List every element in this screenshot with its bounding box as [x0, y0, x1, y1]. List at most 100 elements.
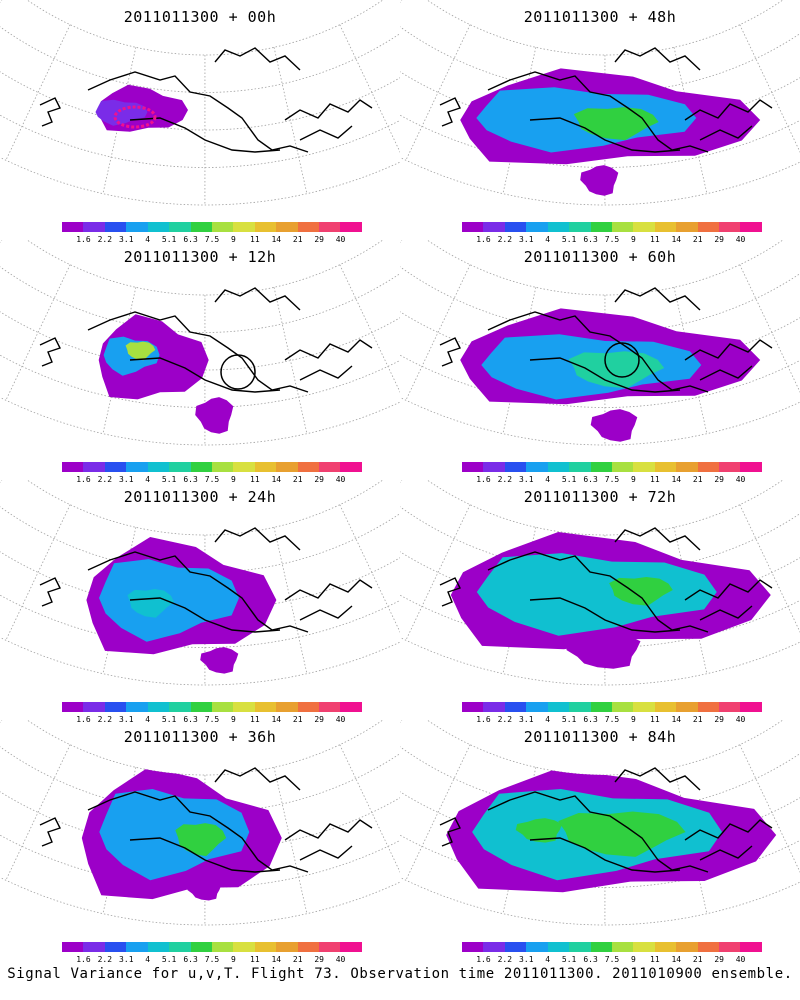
- map-panel: 2011011300 + 12h 1.6 2.2 3.1 4 5.1 6.3 7.5 9 11 14…: [0, 240, 400, 485]
- colorbar-tick-label: 7.5: [204, 235, 220, 244]
- colorbar-tick-label: 1.6: [76, 955, 91, 964]
- colorbar-swatch: [526, 462, 548, 472]
- variance-map: [0, 720, 400, 926]
- variance-contour: [476, 553, 717, 636]
- panel-title: 2011011300 + 12h: [123, 248, 277, 266]
- colorbar-swatch: [719, 462, 741, 472]
- colorbar-tick-label: 4: [545, 955, 551, 964]
- colorbar: [62, 222, 362, 232]
- colorbar-swatch: [254, 942, 277, 952]
- colorbar-swatch: [147, 702, 170, 712]
- colorbar-swatch: [462, 942, 484, 952]
- colorbar-swatch: [462, 702, 484, 712]
- colorbar-swatch: [676, 222, 698, 232]
- flight-track-marker: [113, 105, 157, 129]
- colorbar-swatch: [254, 222, 277, 232]
- colorbar-swatch: [547, 222, 570, 232]
- colorbar-swatch: [740, 222, 762, 232]
- variance-contour: [558, 811, 686, 857]
- colorbar: [62, 942, 362, 952]
- colorbar-tick-label: 21: [692, 235, 703, 244]
- colorbar-tick-label: 14: [271, 475, 282, 484]
- colorbar-swatch: [569, 702, 591, 712]
- variance-contour: [175, 823, 227, 857]
- map-panel: 2011011300 + 24h 1.6 2.2 3.1 4 5.1 6.3 7.5 9 11 14…: [0, 480, 400, 725]
- colorbar-tick-label: 1.6: [76, 715, 91, 724]
- colorbar-swatch: [147, 222, 170, 232]
- panel-title: 2011011300 + 72h: [523, 488, 677, 506]
- colorbar-swatch: [633, 222, 655, 232]
- colorbar-swatch: [104, 462, 127, 472]
- colorbar-tick-label: 6.3: [183, 235, 198, 244]
- colorbar-swatch: [504, 702, 527, 712]
- colorbar-tick-label: 14: [671, 955, 682, 964]
- colorbar-tick-label: 1.6: [476, 955, 491, 964]
- variance-field: [81, 767, 282, 901]
- colorbar-swatch: [676, 702, 698, 712]
- colorbar-swatch: [547, 942, 570, 952]
- colorbar-swatch: [83, 702, 105, 712]
- colorbar-tick-label: 21: [692, 955, 703, 964]
- colorbar-tick-label: 29: [314, 955, 324, 964]
- target-circle: [604, 342, 640, 378]
- colorbar-tick-label: 3.1: [119, 475, 134, 484]
- panel-title: 2011011300 + 84h: [523, 728, 677, 746]
- map-panel: 2011011300 + 00h 1.6 2.2 3.1 4 5.1 6.3 7.5 9 11 14…: [0, 0, 400, 245]
- colorbar-labels: 1.6 2.2 3.1 4 5.1 6.3 7.5 9 11 14 21 29 40: [462, 955, 762, 965]
- coastlines: [39, 287, 373, 393]
- variance-field: [446, 768, 777, 893]
- colorbar-swatch: [83, 942, 105, 952]
- colorbar-tick-label: 14: [671, 715, 682, 724]
- colorbar-tick-label: 40: [735, 475, 746, 484]
- colorbar-tick-label: 6.3: [583, 235, 598, 244]
- colorbar-tick-label: 5.1: [561, 475, 577, 484]
- colorbar-swatch: [483, 222, 505, 232]
- coastlines: [439, 527, 773, 633]
- colorbar-tick-label: 4: [545, 715, 551, 724]
- colorbar-swatch: [340, 942, 362, 952]
- colorbar-tick-label: 29: [714, 955, 724, 964]
- colorbar-swatch: [104, 702, 127, 712]
- variance-contour: [200, 647, 239, 674]
- colorbar-labels: 1.6 2.2 3.1 4 5.1 6.3 7.5 9 11 14 21 29 40: [62, 715, 362, 725]
- colorbar-swatch: [590, 942, 612, 952]
- map-panel: 2011011300 + 72h 1.6 2.2 3.1 4 5.1 6.3 7.5 9 11 14…: [400, 480, 800, 725]
- colorbar-swatch: [483, 462, 505, 472]
- colorbar-tick-label: 1.6: [76, 475, 91, 484]
- colorbar-tick-label: 2.2: [497, 715, 513, 724]
- colorbar-swatch: [697, 462, 720, 472]
- colorbar-swatch: [611, 462, 634, 472]
- coastlines: [39, 527, 373, 633]
- colorbar-swatch: [462, 462, 484, 472]
- colorbar-tick-label: 5.1: [561, 955, 577, 964]
- colorbar-tick-label: 3.1: [119, 715, 134, 724]
- colorbar-tick-label: 14: [271, 955, 282, 964]
- colorbar-tick-label: 14: [671, 235, 682, 244]
- colorbar-tick-label: 11: [250, 475, 260, 484]
- colorbar-swatch: [697, 702, 720, 712]
- colorbar-swatch: [276, 942, 298, 952]
- colorbar-swatch: [147, 462, 170, 472]
- colorbar-swatch: [126, 942, 148, 952]
- colorbar-tick-label: 6.3: [183, 475, 198, 484]
- colorbar-tick-label: 9: [631, 955, 636, 964]
- colorbar-tick-label: 2.2: [497, 235, 513, 244]
- colorbar-tick-label: 7.5: [604, 715, 620, 724]
- colorbar: [62, 702, 362, 712]
- colorbar-tick-label: 2.2: [497, 955, 513, 964]
- colorbar-tick-label: 11: [650, 235, 660, 244]
- colorbar-swatch: [319, 462, 341, 472]
- colorbar-tick-label: 4: [145, 235, 151, 244]
- colorbar-swatch: [319, 222, 341, 232]
- colorbar-swatch: [719, 942, 741, 952]
- colorbar-tick-label: 6.3: [183, 955, 198, 964]
- map-panel: 2011011300 + 36h 1.6 2.2 3.1 4 5.1 6.3 7.5 9 11 14…: [0, 720, 400, 965]
- colorbar-tick-label: 7.5: [204, 955, 220, 964]
- panel-title: 2011011300 + 36h: [123, 728, 277, 746]
- colorbar-swatch: [254, 462, 277, 472]
- colorbar-tick-label: 11: [650, 715, 660, 724]
- variance-contour: [590, 409, 638, 442]
- colorbar-tick-label: 5.1: [161, 235, 177, 244]
- panel-title: 2011011300 + 48h: [523, 8, 677, 26]
- colorbar-swatch: [83, 462, 105, 472]
